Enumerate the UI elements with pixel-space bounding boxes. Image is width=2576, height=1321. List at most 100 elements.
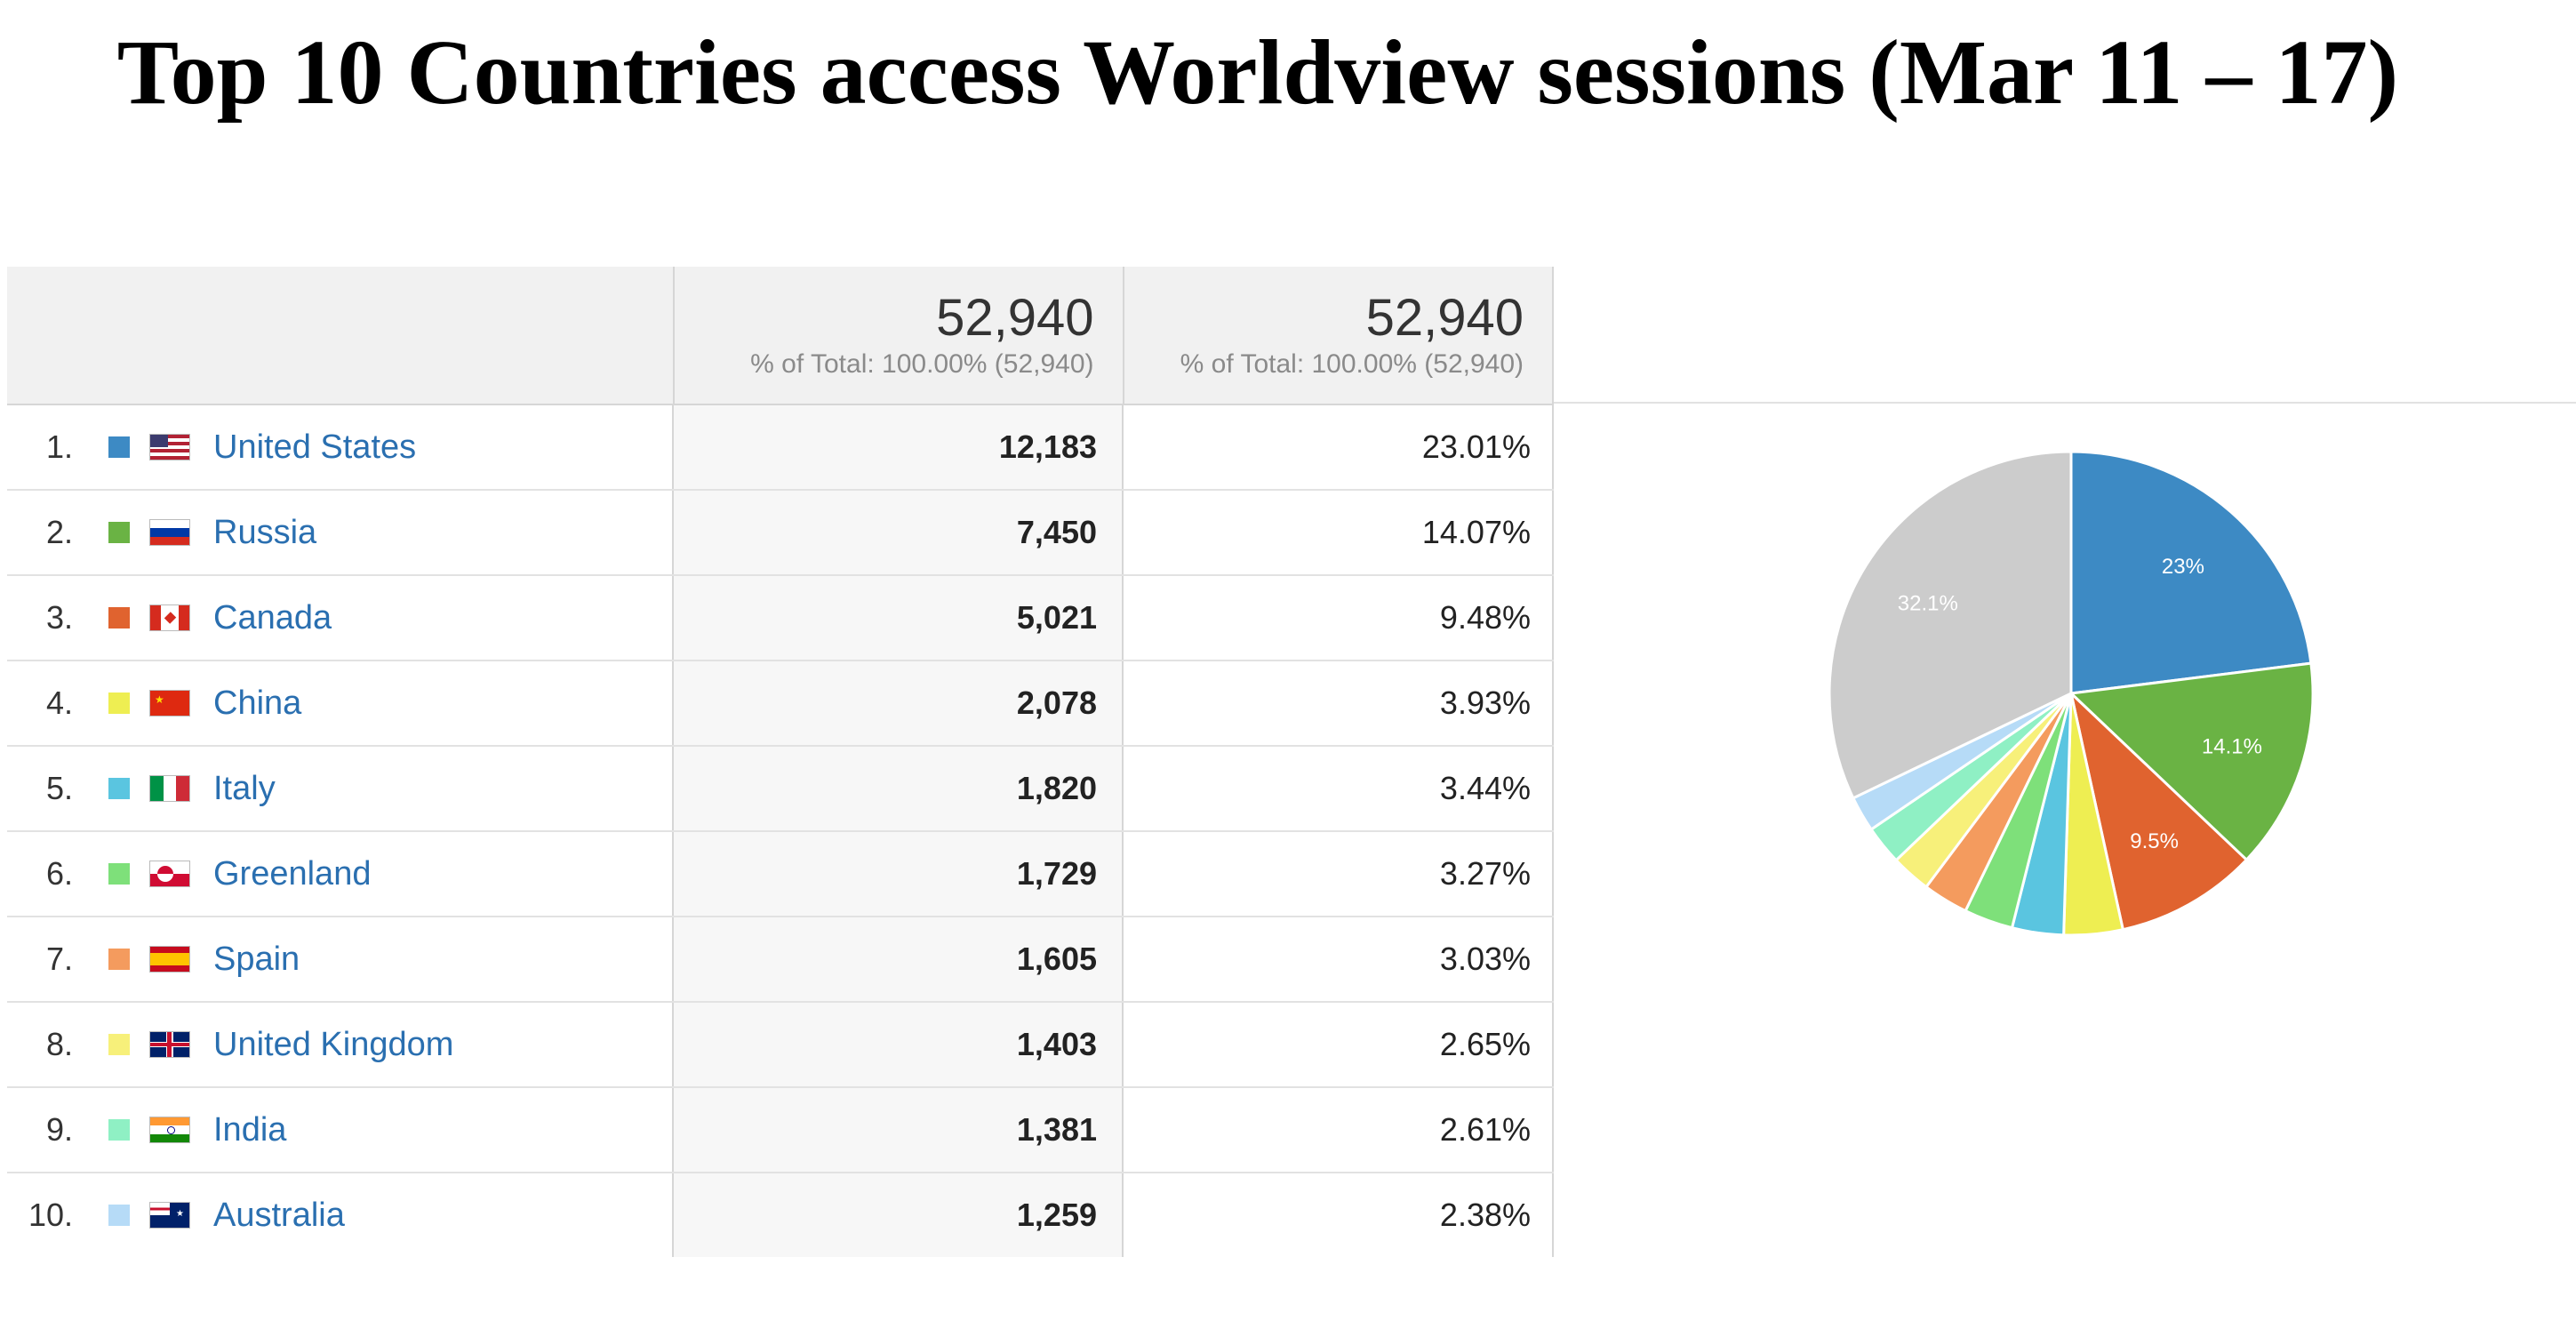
rank-label: 2. bbox=[45, 514, 73, 550]
header-blank-cell bbox=[7, 267, 676, 404]
country-cell: 7. Spain bbox=[7, 917, 674, 1001]
sessions-value: 5,021 bbox=[674, 576, 1124, 660]
percent-value: 2.65% bbox=[1124, 1003, 1554, 1086]
flag-gl-icon bbox=[149, 861, 190, 887]
pie-slice-label: 9.5% bbox=[2130, 829, 2179, 853]
table-row: 7. Spain 1,605 3.03% bbox=[7, 917, 1554, 1003]
country-cell: 4. ★ China bbox=[7, 661, 674, 745]
percent-value: 3.27% bbox=[1124, 832, 1554, 916]
percent-value: 3.93% bbox=[1124, 661, 1554, 745]
table-row: 2. Russia 7,450 14.07% bbox=[7, 491, 1554, 576]
sessions-value: 7,450 bbox=[674, 491, 1124, 574]
percent-value: 3.03% bbox=[1124, 917, 1554, 1001]
table-row: 10. ★ Australia 1,259 2.38% bbox=[7, 1173, 1554, 1257]
country-cell: 2. Russia bbox=[7, 491, 674, 574]
sessions-value: 1,381 bbox=[674, 1088, 1124, 1172]
pie-chart: 23% 14.1% 9.5% 32.1% bbox=[1813, 436, 2329, 951]
sessions-total-sub: % of Total: 100.00% (52,940) bbox=[750, 349, 1094, 379]
legend-swatch bbox=[108, 863, 130, 885]
legend-swatch bbox=[108, 693, 130, 714]
legend-swatch bbox=[108, 522, 130, 543]
table-row: 8. United Kingdom 1,403 2.65% bbox=[7, 1003, 1554, 1088]
flag-cn-icon: ★ bbox=[149, 690, 190, 717]
flag-ca-icon bbox=[149, 604, 190, 631]
percent-value: 14.07% bbox=[1124, 491, 1554, 574]
pie-slice-label: 23% bbox=[2162, 555, 2204, 579]
table-row: 9. India 1,381 2.61% bbox=[7, 1088, 1554, 1173]
rank-label: 9. bbox=[45, 1111, 73, 1148]
sessions-value: 1,820 bbox=[674, 747, 1124, 830]
table-row: 3. Canada 5,021 9.48% bbox=[7, 576, 1554, 661]
sessions-value: 1,729 bbox=[674, 832, 1124, 916]
divider-line bbox=[1554, 402, 2576, 404]
flag-in-icon bbox=[149, 1117, 190, 1143]
country-link[interactable]: Greenland bbox=[213, 854, 372, 893]
sessions-header[interactable]: 52,940 % of Total: 100.00% (52,940) bbox=[675, 267, 1124, 404]
country-link[interactable]: Italy bbox=[213, 769, 276, 807]
country-link[interactable]: United Kingdom bbox=[213, 1025, 454, 1063]
country-link[interactable]: United States bbox=[213, 428, 417, 466]
country-cell: 6. Greenland bbox=[7, 832, 674, 916]
country-link[interactable]: Australia bbox=[213, 1196, 345, 1234]
country-link[interactable]: Spain bbox=[213, 940, 300, 978]
rank-label: 3. bbox=[45, 599, 73, 636]
flag-au-icon: ★ bbox=[149, 1202, 190, 1229]
flag-us-icon bbox=[149, 434, 190, 460]
flag-es-icon bbox=[149, 946, 190, 973]
table-row: 6. Greenland 1,729 3.27% bbox=[7, 832, 1554, 917]
legend-swatch bbox=[108, 1205, 130, 1226]
legend-swatch bbox=[108, 1119, 130, 1141]
table-body: 1. United States 12,183 23.01% 2. Russia 7,450… bbox=[7, 405, 1554, 1257]
country-cell: 1. United States bbox=[7, 405, 674, 489]
legend-swatch bbox=[108, 778, 130, 799]
sessions-value: 1,605 bbox=[674, 917, 1124, 1001]
legend-swatch bbox=[108, 436, 130, 458]
pie-slice-label: 32.1% bbox=[1898, 592, 1958, 616]
pie-slice-united-states[interactable] bbox=[2069, 450, 2313, 695]
sessions-value: 1,259 bbox=[674, 1173, 1124, 1257]
sessions-value: 1,403 bbox=[674, 1003, 1124, 1086]
table-row: 5. Italy 1,820 3.44% bbox=[7, 747, 1554, 832]
country-link[interactable]: Russia bbox=[213, 513, 317, 551]
pie-slice-russia[interactable] bbox=[2068, 661, 2315, 862]
sessions-value: 12,183 bbox=[674, 405, 1124, 489]
table-row: 4. ★ China 2,078 3.93% bbox=[7, 661, 1554, 747]
flag-gb-icon bbox=[149, 1031, 190, 1058]
country-link[interactable]: Canada bbox=[213, 598, 332, 636]
rank-label: 8. bbox=[45, 1026, 73, 1062]
percent-value: 2.38% bbox=[1124, 1173, 1554, 1257]
percent-header[interactable]: 52,940 % of Total: 100.00% (52,940) bbox=[1124, 267, 1555, 404]
table-row: 1. United States 12,183 23.01% bbox=[7, 405, 1554, 491]
rank-label: 10. bbox=[28, 1197, 73, 1233]
percent-value: 2.61% bbox=[1124, 1088, 1554, 1172]
countries-table: 52,940 % of Total: 100.00% (52,940) 52,9… bbox=[7, 267, 1555, 1257]
rank-label: 6. bbox=[45, 855, 73, 892]
flag-it-icon bbox=[149, 775, 190, 802]
country-cell: 8. United Kingdom bbox=[7, 1003, 674, 1086]
sessions-value: 2,078 bbox=[674, 661, 1124, 745]
pie-chart-svg: 23% 14.1% 9.5% 32.1% bbox=[1828, 450, 2315, 937]
country-cell: 9. India bbox=[7, 1088, 674, 1172]
percent-total-sub: % of Total: 100.00% (52,940) bbox=[1180, 349, 1524, 379]
percent-value: 9.48% bbox=[1124, 576, 1554, 660]
legend-swatch bbox=[108, 1034, 130, 1055]
pie-slice-label: 14.1% bbox=[2202, 734, 2262, 758]
flag-ru-icon bbox=[149, 519, 190, 546]
rank-label: 4. bbox=[45, 685, 73, 721]
country-link[interactable]: China bbox=[213, 684, 302, 722]
legend-swatch bbox=[108, 607, 130, 628]
country-cell: 10. ★ Australia bbox=[7, 1173, 674, 1257]
rank-label: 7. bbox=[45, 941, 73, 977]
sessions-total: 52,940 bbox=[936, 289, 1094, 347]
table-header: 52,940 % of Total: 100.00% (52,940) 52,9… bbox=[7, 267, 1555, 405]
country-link[interactable]: India bbox=[213, 1110, 287, 1149]
rank-label: 5. bbox=[45, 770, 73, 806]
pie-slice-canada[interactable] bbox=[2068, 689, 2249, 932]
page-title: Top 10 Countries access Worldview sessio… bbox=[116, 21, 2399, 124]
legend-swatch bbox=[108, 949, 130, 970]
country-cell: 5. Italy bbox=[7, 747, 674, 830]
rank-label: 1. bbox=[45, 428, 73, 465]
pie-slice-other[interactable] bbox=[1828, 450, 2073, 800]
percent-total: 52,940 bbox=[1365, 289, 1524, 347]
country-cell: 3. Canada bbox=[7, 576, 674, 660]
